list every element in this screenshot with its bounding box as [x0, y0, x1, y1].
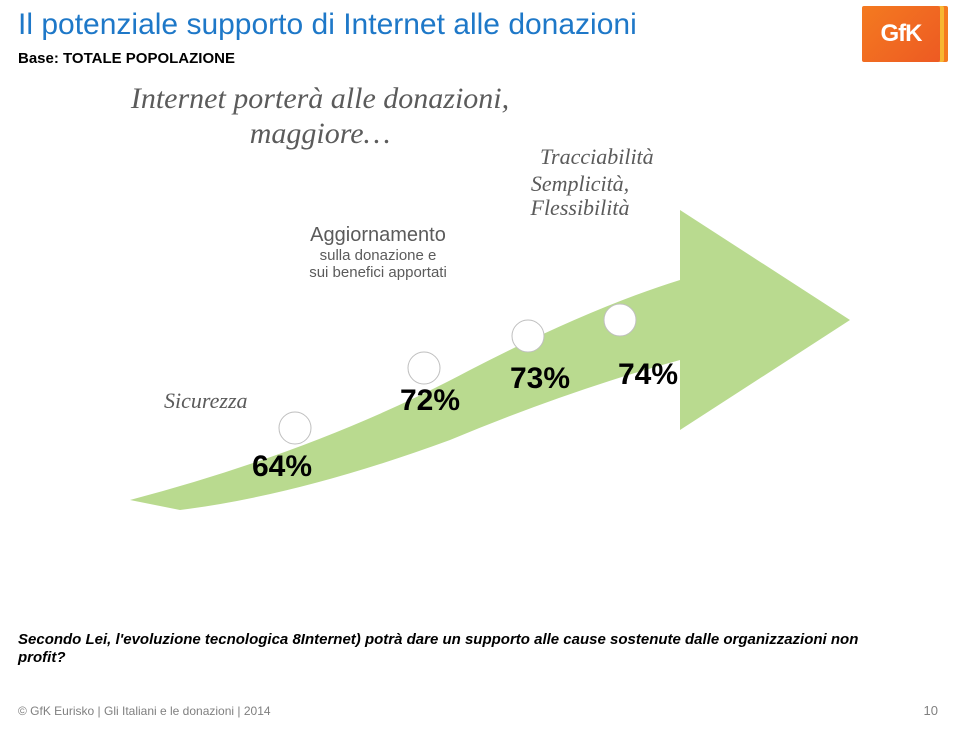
slide-title: Il potenziale supporto di Internet alle …: [18, 8, 637, 42]
arrow-body: [130, 210, 850, 510]
gfk-logo: GfK: [862, 6, 940, 62]
footer-copyright: © GfK Eurisko | Gli Italiani e le donazi…: [18, 704, 271, 718]
arrow-infographic: [120, 150, 860, 510]
percent-74: 74%: [618, 358, 678, 392]
gfk-logo-text: GfK: [881, 20, 922, 48]
page-number: 10: [924, 703, 938, 718]
arrow-svg: [120, 150, 860, 510]
survey-question: Secondo Lei, l'evoluzione tecnologica 8I…: [18, 631, 888, 669]
dot-2: [408, 352, 440, 384]
dot-4: [604, 304, 636, 336]
dot-3: [512, 320, 544, 352]
base-label: Base: TOTALE POPOLAZIONE: [18, 50, 235, 67]
percent-72: 72%: [400, 384, 460, 418]
percent-64: 64%: [252, 450, 312, 484]
dot-1: [279, 412, 311, 444]
subheadline: Internet porterà alle donazioni, maggior…: [110, 82, 530, 151]
percent-73: 73%: [510, 362, 570, 396]
